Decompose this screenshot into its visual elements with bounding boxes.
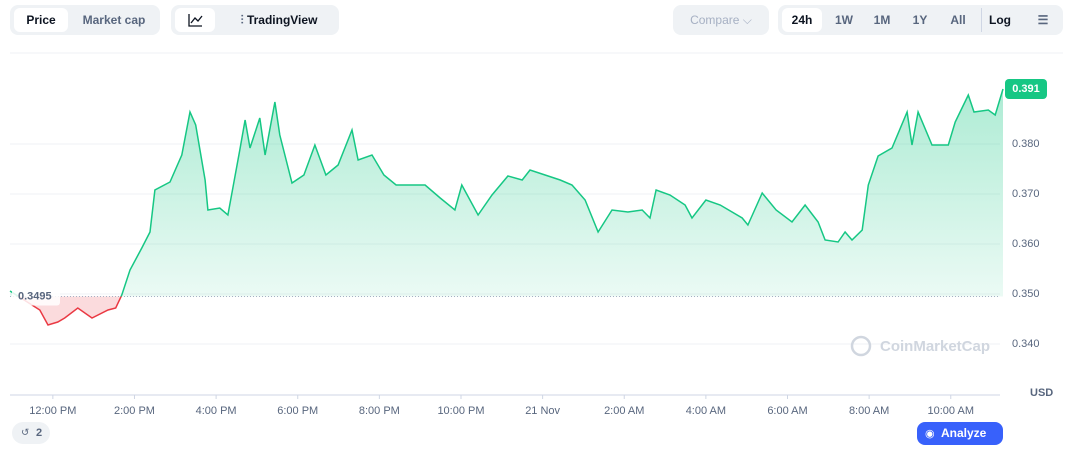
x-tick-label: 21 Nov xyxy=(525,405,560,417)
price-badge xyxy=(1005,79,1047,99)
price-line xyxy=(17,296,122,326)
range-group: 24h 1W 1M 1Y All Log ☰ xyxy=(778,5,1063,35)
x-tick-label: 12:00 PM xyxy=(29,405,76,417)
history-count: 2 xyxy=(36,427,42,439)
x-tick-label: 4:00 AM xyxy=(686,405,726,417)
baseline-badge xyxy=(12,287,60,306)
history-badge[interactable] xyxy=(12,422,50,444)
tab-group: Price Market cap xyxy=(10,5,160,35)
log-toggle[interactable]: Log xyxy=(981,8,1018,32)
line-icon xyxy=(188,14,203,27)
range[interactable]: 24h xyxy=(782,8,822,32)
price-line xyxy=(9,88,1004,297)
baseline-label: 0.3495 xyxy=(18,290,52,302)
range[interactable]: 1W xyxy=(835,13,853,27)
y-tick-label: 0.350 xyxy=(1012,288,1040,300)
x-tick-label: 2:00 PM xyxy=(114,405,155,417)
area-down xyxy=(10,296,1003,325)
compare-group: Compare ⌵ xyxy=(673,5,769,35)
x-tick-label: 6:00 PM xyxy=(277,405,318,417)
line-tool[interactable] xyxy=(175,8,215,32)
x-tick-label: 10:00 AM xyxy=(928,405,974,417)
range[interactable]: 1M xyxy=(873,13,891,27)
area-up xyxy=(10,89,1003,297)
range[interactable]: 1Y xyxy=(912,13,928,27)
x-tick-label: 2:00 AM xyxy=(604,405,644,417)
tab[interactable]: Market cap xyxy=(82,13,146,27)
x-tick-label: 4:00 PM xyxy=(196,405,237,417)
plot: 0.340 0.350 0.360 0.370 0.380 12:00 PM 2:00 PM… xyxy=(9,52,1063,417)
compare[interactable]: Compare ⌵ xyxy=(690,13,752,27)
analyze-button[interactable] xyxy=(917,422,1003,445)
price-badge-label: 0.391 xyxy=(1012,83,1040,95)
x-tick-label: 8:00 AM xyxy=(849,405,889,417)
range[interactable]: All xyxy=(950,13,966,27)
compare-label: Compare xyxy=(690,13,740,27)
y-tick-label: 0.340 xyxy=(1012,338,1040,350)
x-tick-label: 10:00 PM xyxy=(437,405,484,417)
y-tick-label: 0.370 xyxy=(1012,188,1040,200)
y-tick-label: 0.360 xyxy=(1012,238,1040,250)
watermark: CoinMarketCap xyxy=(880,338,990,355)
x-tick-label: 8:00 PM xyxy=(359,405,400,417)
currency-label: USD xyxy=(1030,387,1053,399)
watermark-logo xyxy=(850,335,872,357)
tab[interactable]: Price xyxy=(14,8,68,32)
settings[interactable]: ☰ xyxy=(1037,13,1049,27)
history-icon: ↺ xyxy=(21,428,29,439)
y-tick-label: 0.380 xyxy=(1012,138,1040,150)
analyze-label: Analyze xyxy=(941,426,987,440)
tool-group: ⫶ TradingView xyxy=(171,5,339,35)
x-tick-label: 6:00 AM xyxy=(767,405,807,417)
tradingview-tool[interactable]: ⫶ TradingView xyxy=(240,13,318,27)
analyze-icon: ◉ xyxy=(925,428,935,440)
tool-label: TradingView xyxy=(246,13,318,27)
